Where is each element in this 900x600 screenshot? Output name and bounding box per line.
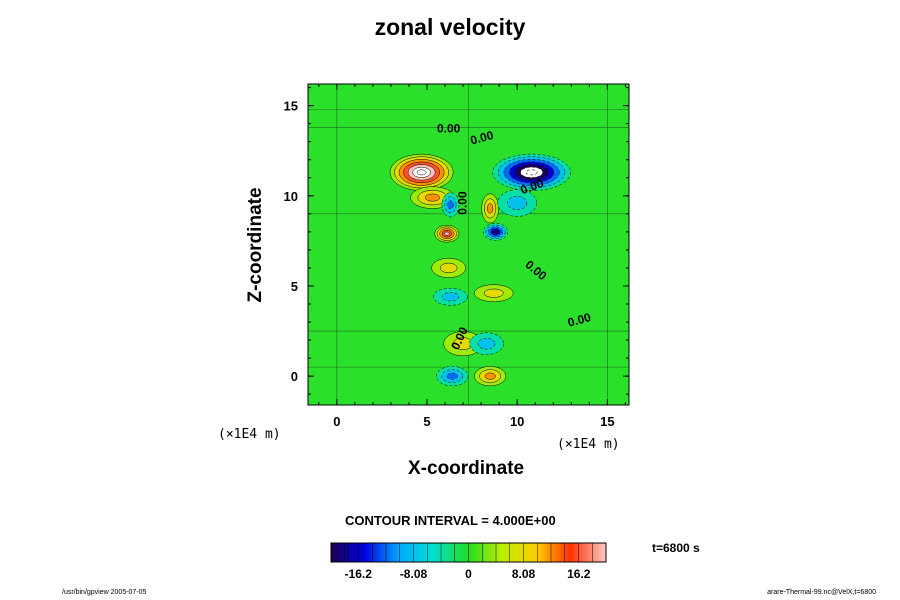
colorbar-tick-label: 0 [465, 567, 472, 581]
y-axis-unit: (×1E4 m) [218, 427, 281, 442]
velocity-field: 0.00 0.000.000.000.000.000.00 [308, 84, 629, 405]
x-axis-unit: (×1E4 m) [557, 437, 620, 452]
footer-right: arare-Thermal-99.nc@VelX,t=6800 [767, 589, 876, 596]
velocity-feature [431, 257, 466, 278]
y-tick-label: 10 [284, 189, 298, 204]
contour-band [424, 193, 440, 202]
contour-band [483, 288, 504, 298]
contour-band [446, 372, 458, 380]
x-tick-label: 15 [600, 414, 614, 429]
colorbar-tick-label: 16.2 [567, 567, 591, 581]
colorbar-tick-label: -16.2 [345, 567, 373, 581]
x-tick-label: 5 [423, 414, 430, 429]
x-tick-label: 10 [510, 414, 524, 429]
contour-band [492, 229, 499, 234]
contour-label: 0.00 [469, 128, 495, 148]
plot-frame [307, 83, 630, 406]
contour-band [444, 231, 450, 236]
contour-band [525, 169, 538, 176]
velocity-feature [434, 224, 460, 243]
contour-label: 0.00 [437, 122, 461, 136]
contour-label: 0.00 [566, 310, 592, 330]
y-tick-label: 0 [291, 369, 298, 384]
velocity-feature [481, 193, 499, 224]
contour-band [447, 200, 454, 210]
contour-band [477, 337, 496, 350]
velocity-feature [474, 284, 514, 302]
y-axis-label: Z-coordinate [245, 187, 266, 303]
contour-band [484, 372, 496, 380]
velocity-feature [436, 366, 469, 387]
contour-band [507, 196, 528, 210]
chart-title: zonal velocity [374, 14, 526, 40]
contour-band [416, 169, 427, 176]
time-label: t=6800 s [652, 541, 700, 555]
contour-label: 0.00 [456, 191, 470, 215]
velocity-feature [483, 223, 508, 241]
x-tick-label: 0 [333, 414, 340, 429]
colorbar-tick-label: -8.08 [400, 567, 428, 581]
velocity-feature [497, 189, 537, 217]
velocity-feature [389, 153, 454, 191]
velocity-feature [474, 366, 507, 387]
colorbar-ticks: -16.2 -8.08 0 8.08 16.2 [330, 543, 607, 581]
velocity-feature [441, 192, 460, 218]
velocity-feature [433, 288, 468, 306]
colorbar-tick-label: 8.08 [512, 567, 536, 581]
contour-band [487, 203, 494, 214]
y-axis: 0 5 10 15 [284, 87, 629, 395]
velocity-feature [469, 332, 504, 355]
contour-interval: CONTOUR INTERVAL = 4.000E+00 [345, 513, 556, 528]
contour-band [441, 292, 460, 302]
velocity-feature [492, 153, 571, 191]
y-tick-label: 5 [291, 279, 298, 294]
x-axis: 0 5 10 15 [318, 84, 626, 429]
y-tick-label: 15 [284, 99, 298, 114]
x-axis-label: X-coordinate [408, 458, 525, 479]
footer-left: /usr/bin/gpview 2005-07-05 [62, 589, 147, 596]
contour-band [439, 262, 458, 274]
